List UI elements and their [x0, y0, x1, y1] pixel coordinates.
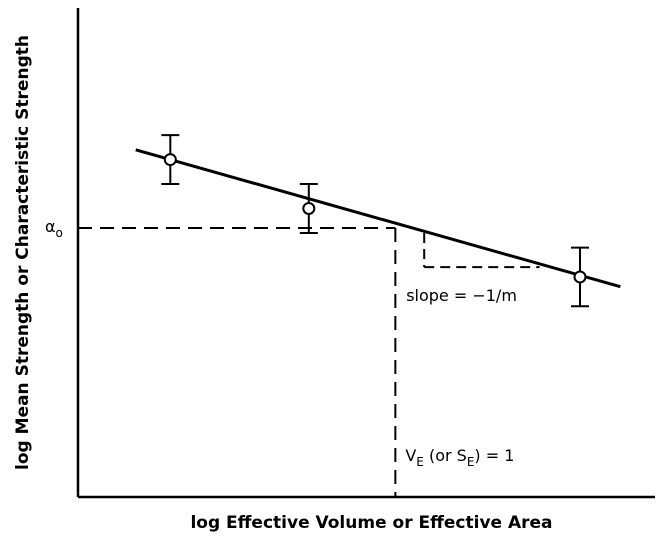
y-axis-title: log Mean Strength or Characteristic Stre…: [13, 35, 33, 470]
ve-symbol: V: [405, 446, 416, 465]
data-points: [161, 134, 589, 308]
ve-subscript: E: [416, 455, 424, 469]
x-axis-title: log Effective Volume or Effective Area: [190, 513, 552, 533]
unit-volume-label: VE (or SE) = 1: [405, 446, 514, 469]
data-point-1: [161, 134, 180, 186]
slope-label: slope = −1/m: [406, 286, 517, 305]
data-marker: [163, 153, 177, 167]
data-point-3: [570, 246, 589, 308]
data-point-2: [299, 183, 318, 234]
ve-tail-text: ) = 1: [474, 446, 514, 465]
se-subscript: E: [467, 455, 475, 469]
regression-line: [135, 148, 621, 289]
ve-middle-text: (or S: [424, 446, 467, 465]
alpha-label: αo: [45, 217, 63, 240]
data-marker: [573, 270, 587, 284]
data-marker: [302, 201, 316, 215]
alpha-symbol: α: [45, 217, 56, 236]
alpha-subscript: o: [56, 226, 63, 240]
